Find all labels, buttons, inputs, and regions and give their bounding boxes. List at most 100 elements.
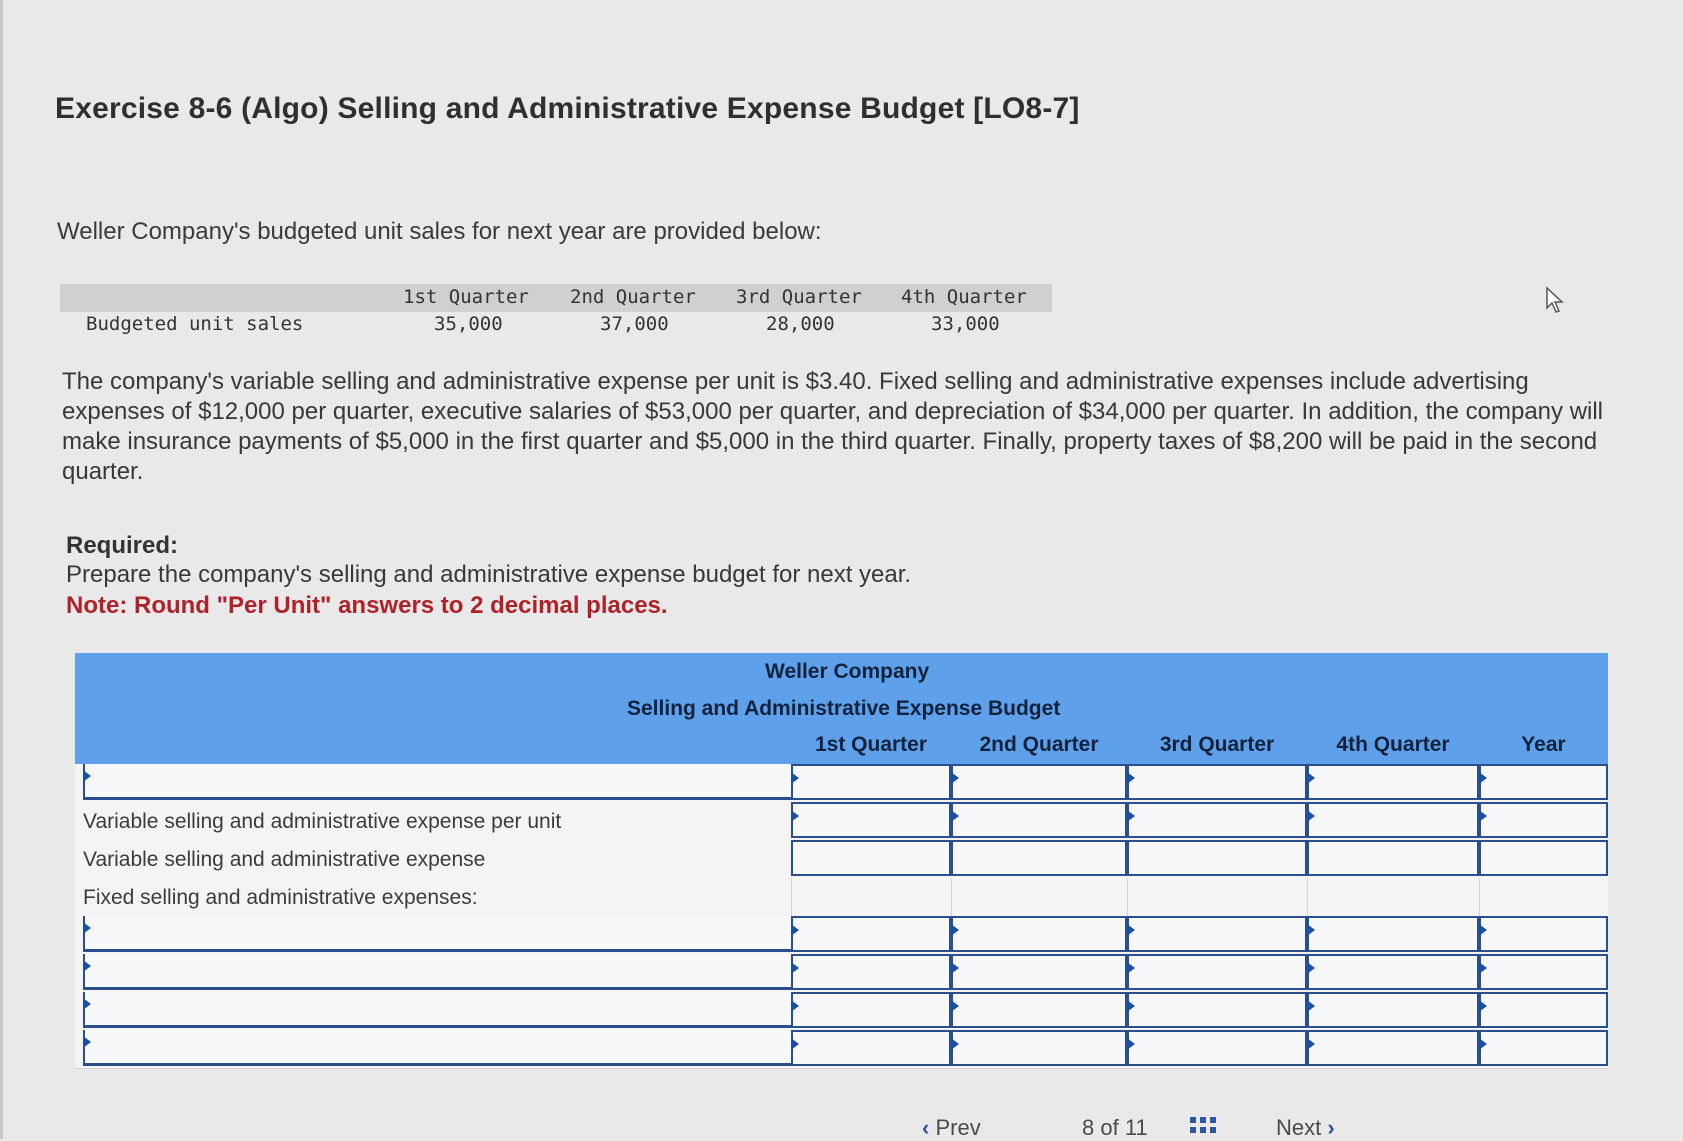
given-table-header [60, 284, 1052, 312]
input-q1[interactable] [791, 916, 951, 952]
input-year[interactable] [1479, 992, 1608, 1028]
dropdown-arrow-icon [1127, 772, 1135, 784]
dropdown-arrow-icon [791, 1000, 799, 1012]
input-q1[interactable] [791, 764, 951, 800]
dropdown-arrow-icon [1479, 962, 1487, 974]
input-q2[interactable] [951, 992, 1127, 1028]
dropdown-arrow-icon [83, 1036, 91, 1048]
section-label: Fixed selling and administrative expense… [83, 886, 478, 909]
next-button[interactable]: Next › [1276, 1115, 1335, 1141]
input-q3[interactable] [1127, 954, 1307, 990]
dropdown-arrow-icon [951, 962, 959, 974]
given-row-label: Budgeted unit sales [86, 313, 304, 335]
dropdown-arrow-icon [1479, 1000, 1487, 1012]
column-divider [791, 878, 792, 916]
column-divider [1479, 878, 1480, 916]
prev-button[interactable]: ‹ Prev [922, 1115, 981, 1141]
given-col-header: 1st Quarter [403, 286, 529, 308]
page-title: Exercise 8-6 (Algo) Selling and Administ… [55, 92, 1080, 125]
dropdown-arrow-icon [951, 924, 959, 936]
dropdown-arrow-icon [1307, 924, 1315, 936]
input-q2[interactable] [951, 764, 1127, 800]
row-label-dropdown[interactable] [83, 764, 791, 800]
dropdown-arrow-icon [1127, 810, 1135, 822]
dropdown-arrow-icon [791, 1038, 799, 1050]
given-value: 35,000 [434, 313, 503, 335]
input-q4[interactable] [1307, 802, 1479, 838]
input-q3[interactable] [1127, 802, 1307, 838]
input-q4[interactable] [1307, 840, 1479, 876]
dropdown-arrow-icon [1307, 1038, 1315, 1050]
dropdown-arrow-icon [1307, 772, 1315, 784]
input-q1[interactable] [791, 954, 951, 990]
dropdown-arrow-icon [791, 810, 799, 822]
input-q3[interactable] [1127, 992, 1307, 1028]
page-current: 8 [1082, 1115, 1095, 1140]
form-header-title: Selling and Administrative Expense Budge… [75, 690, 1608, 727]
input-q4[interactable] [1307, 954, 1479, 990]
dropdown-arrow-icon [1307, 1000, 1315, 1012]
column-divider [951, 878, 952, 916]
col-header-q4: 4th Quarter [1336, 733, 1450, 756]
input-q3[interactable] [1127, 840, 1307, 876]
input-q2[interactable] [951, 840, 1127, 876]
dropdown-arrow-icon [83, 770, 91, 782]
page-indicator: 8 of 11 [1082, 1115, 1148, 1141]
input-q4[interactable] [1307, 992, 1479, 1028]
input-year[interactable] [1479, 916, 1608, 952]
input-year[interactable] [1479, 764, 1608, 800]
input-q1[interactable] [791, 802, 951, 838]
row-label-dropdown[interactable] [83, 992, 791, 1028]
dropdown-arrow-icon [791, 962, 799, 974]
budget-row-fixed-item [75, 1030, 1608, 1069]
row-label-dropdown[interactable] [83, 1030, 791, 1066]
dropdown-arrow-icon [791, 924, 799, 936]
col-header-year: Year [1521, 733, 1566, 756]
dropdown-arrow-icon [1127, 1000, 1135, 1012]
input-q2[interactable] [951, 916, 1127, 952]
input-q4[interactable] [1307, 916, 1479, 952]
input-q1[interactable] [791, 992, 951, 1028]
dropdown-arrow-icon [951, 810, 959, 822]
input-year[interactable] [1479, 840, 1608, 876]
dropdown-arrow-icon [1479, 924, 1487, 936]
row-label: Variable selling and administrative expe… [83, 848, 486, 871]
chevron-left-icon: ‹ [922, 1115, 930, 1140]
page-total: 11 [1124, 1115, 1148, 1140]
input-year[interactable] [1479, 802, 1608, 838]
input-q3[interactable] [1127, 764, 1307, 800]
input-q2[interactable] [951, 802, 1127, 838]
dropdown-arrow-icon [1479, 810, 1487, 822]
col-header-q3: 3rd Quarter [1159, 733, 1275, 756]
window-edge [0, 0, 3, 1139]
dropdown-arrow-icon [1127, 924, 1135, 936]
input-q2[interactable] [951, 1030, 1127, 1066]
intro-text: Weller Company's budgeted unit sales for… [57, 218, 822, 245]
dropdown-arrow-icon [1479, 1038, 1487, 1050]
company-name: Weller Company [765, 660, 930, 683]
row-label-dropdown[interactable] [83, 954, 791, 990]
grid-icon[interactable] [1190, 1117, 1218, 1137]
input-q1[interactable] [791, 1030, 951, 1066]
required-label: Required: [66, 532, 179, 559]
given-col-header: 3rd Quarter [736, 286, 862, 308]
dropdown-arrow-icon [1307, 962, 1315, 974]
budget-row-fixed-item [75, 992, 1608, 1031]
budget-row-variable-expense: Variable selling and administrative expe… [75, 840, 1608, 879]
budget-form: Weller Company Selling and Administrativ… [75, 653, 1608, 1088]
input-q4[interactable] [1307, 764, 1479, 800]
input-year[interactable] [1479, 1030, 1608, 1066]
budget-row-units [75, 764, 1608, 803]
budget-row-fixed-section: Fixed selling and administrative expense… [75, 878, 1608, 917]
input-year[interactable] [1479, 954, 1608, 990]
input-q2[interactable] [951, 954, 1127, 990]
dropdown-arrow-icon [1479, 772, 1487, 784]
dropdown-arrow-icon [1127, 1038, 1135, 1050]
column-divider [1127, 878, 1128, 916]
page-of: of [1100, 1115, 1119, 1140]
row-label-dropdown[interactable] [83, 916, 791, 952]
input-q3[interactable] [1127, 1030, 1307, 1066]
input-q3[interactable] [1127, 916, 1307, 952]
input-q1[interactable] [791, 840, 951, 876]
input-q4[interactable] [1307, 1030, 1479, 1066]
